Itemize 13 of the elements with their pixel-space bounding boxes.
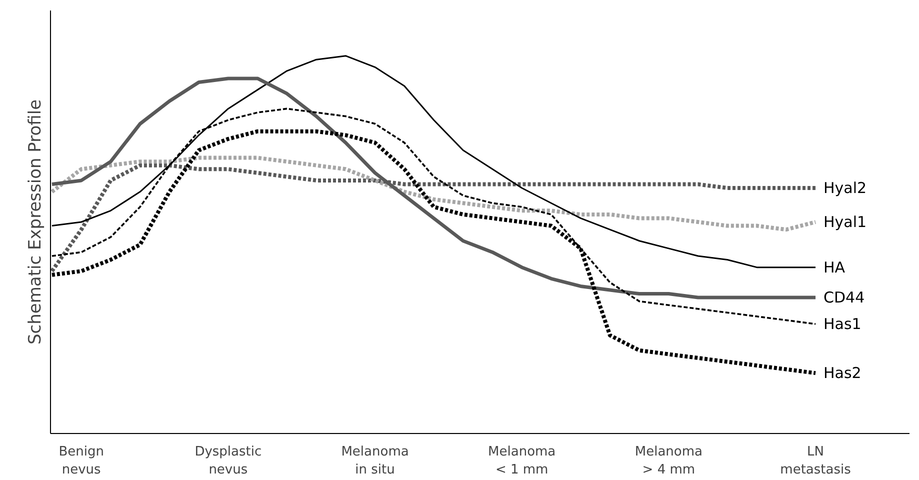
x-tick-label: Dysplastic nevus (194, 444, 262, 478)
y-axis-title: Schematic Expression Profile (26, 99, 46, 345)
x-tick-label: Melanoma > 4 mm (634, 444, 703, 478)
series-label: Has2 (824, 364, 862, 382)
x-tick-label: Benign nevus (58, 444, 104, 478)
series-label: CD44 (824, 288, 865, 307)
x-tick-label: Melanoma < 1 mm (488, 444, 556, 478)
series-label: Hyal1 (824, 213, 867, 231)
x-tick-label: LN metastasis (780, 444, 852, 478)
series-label: Has1 (824, 314, 862, 333)
x-tick-label: Melanoma in situ (341, 444, 409, 478)
series-label: HA (824, 258, 846, 276)
series-label: Hyal2 (824, 179, 867, 198)
